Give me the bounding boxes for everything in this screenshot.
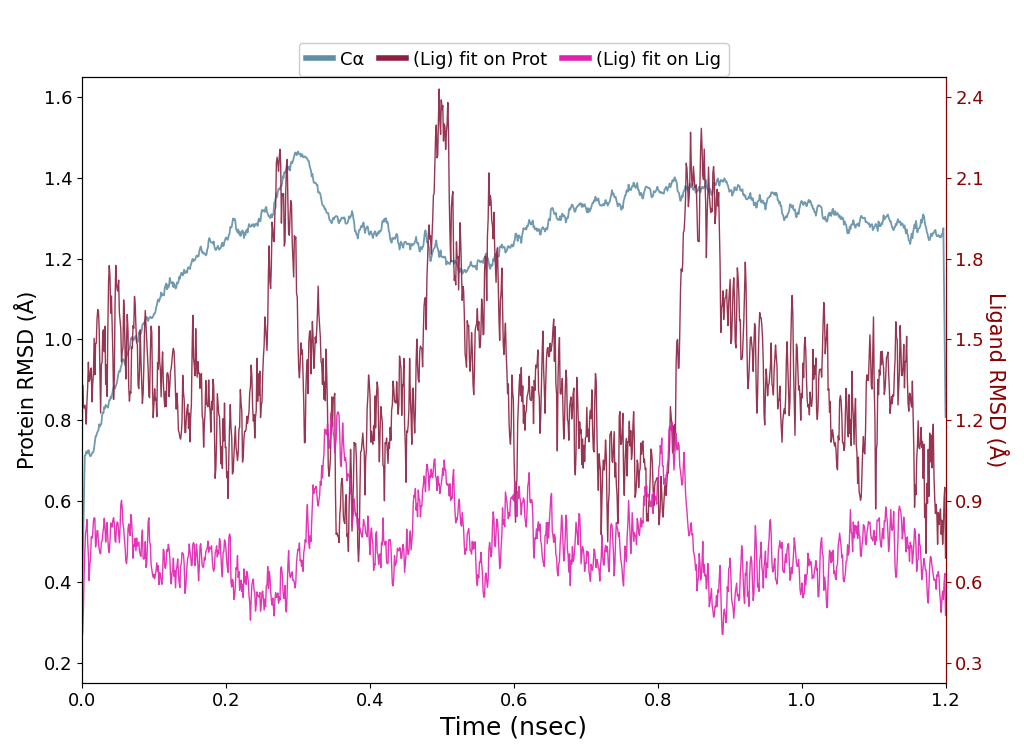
X-axis label: Time (nsec): Time (nsec) [440,716,587,740]
Legend: Cα, (Lig) fit on Prot, (Lig) fit on Lig: Cα, (Lig) fit on Prot, (Lig) fit on Lig [299,44,729,76]
Y-axis label: Protein RMSD (Å): Protein RMSD (Å) [15,291,38,469]
Y-axis label: Ligand RMSD (Å): Ligand RMSD (Å) [985,292,1009,467]
